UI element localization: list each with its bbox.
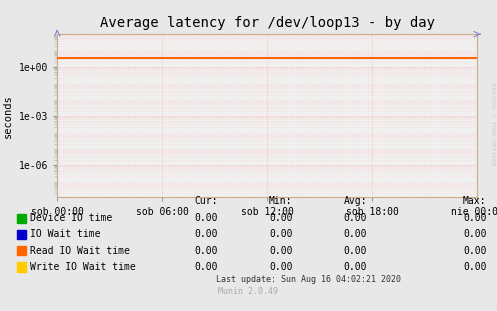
Text: 0.00: 0.00 <box>343 262 367 272</box>
Text: 0.00: 0.00 <box>343 246 367 256</box>
Text: 0.00: 0.00 <box>463 246 487 256</box>
Text: 0.00: 0.00 <box>194 262 218 272</box>
Text: 0.00: 0.00 <box>269 230 293 239</box>
Text: 0.00: 0.00 <box>194 246 218 256</box>
Text: Max:: Max: <box>463 196 487 206</box>
Text: 0.00: 0.00 <box>343 213 367 223</box>
Text: 0.00: 0.00 <box>343 230 367 239</box>
Text: Write IO Wait time: Write IO Wait time <box>30 262 136 272</box>
Text: Avg:: Avg: <box>343 196 367 206</box>
Text: IO Wait time: IO Wait time <box>30 230 101 239</box>
Text: Min:: Min: <box>269 196 293 206</box>
Text: Cur:: Cur: <box>194 196 218 206</box>
Text: 0.00: 0.00 <box>463 213 487 223</box>
Text: 0.00: 0.00 <box>269 213 293 223</box>
Text: 0.00: 0.00 <box>463 262 487 272</box>
Text: RRDTOOL / TOBI OETIKER: RRDTOOL / TOBI OETIKER <box>491 83 496 166</box>
Title: Average latency for /dev/loop13 - by day: Average latency for /dev/loop13 - by day <box>99 16 435 30</box>
Text: Last update: Sun Aug 16 04:02:21 2020: Last update: Sun Aug 16 04:02:21 2020 <box>216 276 401 284</box>
Y-axis label: seconds: seconds <box>3 94 13 138</box>
Text: 0.00: 0.00 <box>269 262 293 272</box>
Text: 0.00: 0.00 <box>269 246 293 256</box>
Text: Device IO time: Device IO time <box>30 213 112 223</box>
Text: Munin 2.0.49: Munin 2.0.49 <box>219 287 278 296</box>
Text: 0.00: 0.00 <box>463 230 487 239</box>
Text: 0.00: 0.00 <box>194 213 218 223</box>
Text: Read IO Wait time: Read IO Wait time <box>30 246 130 256</box>
Text: 0.00: 0.00 <box>194 230 218 239</box>
